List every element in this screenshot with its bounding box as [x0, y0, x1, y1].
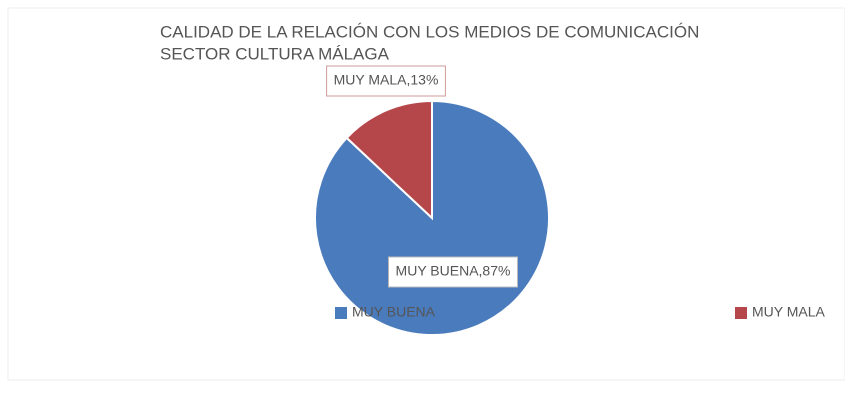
data-label-box [326, 65, 446, 97]
legend-label: MUY BUENA [352, 304, 436, 320]
legend-label: MUY MALA [752, 304, 826, 320]
data-label-box [388, 256, 518, 288]
legend-swatch [735, 307, 747, 319]
data-label: MUY BUENA,87% [396, 263, 511, 279]
data-label: MUY MALA,13% [334, 72, 439, 88]
pie-slice [345, 99, 433, 221]
legend-swatch [335, 307, 347, 319]
chart-title: CALIDAD DE LA RELACIÓN CON LOS MEDIOS DE… [160, 22, 699, 41]
chart-title: SECTOR CULTURA MÁLAGA [160, 44, 390, 63]
